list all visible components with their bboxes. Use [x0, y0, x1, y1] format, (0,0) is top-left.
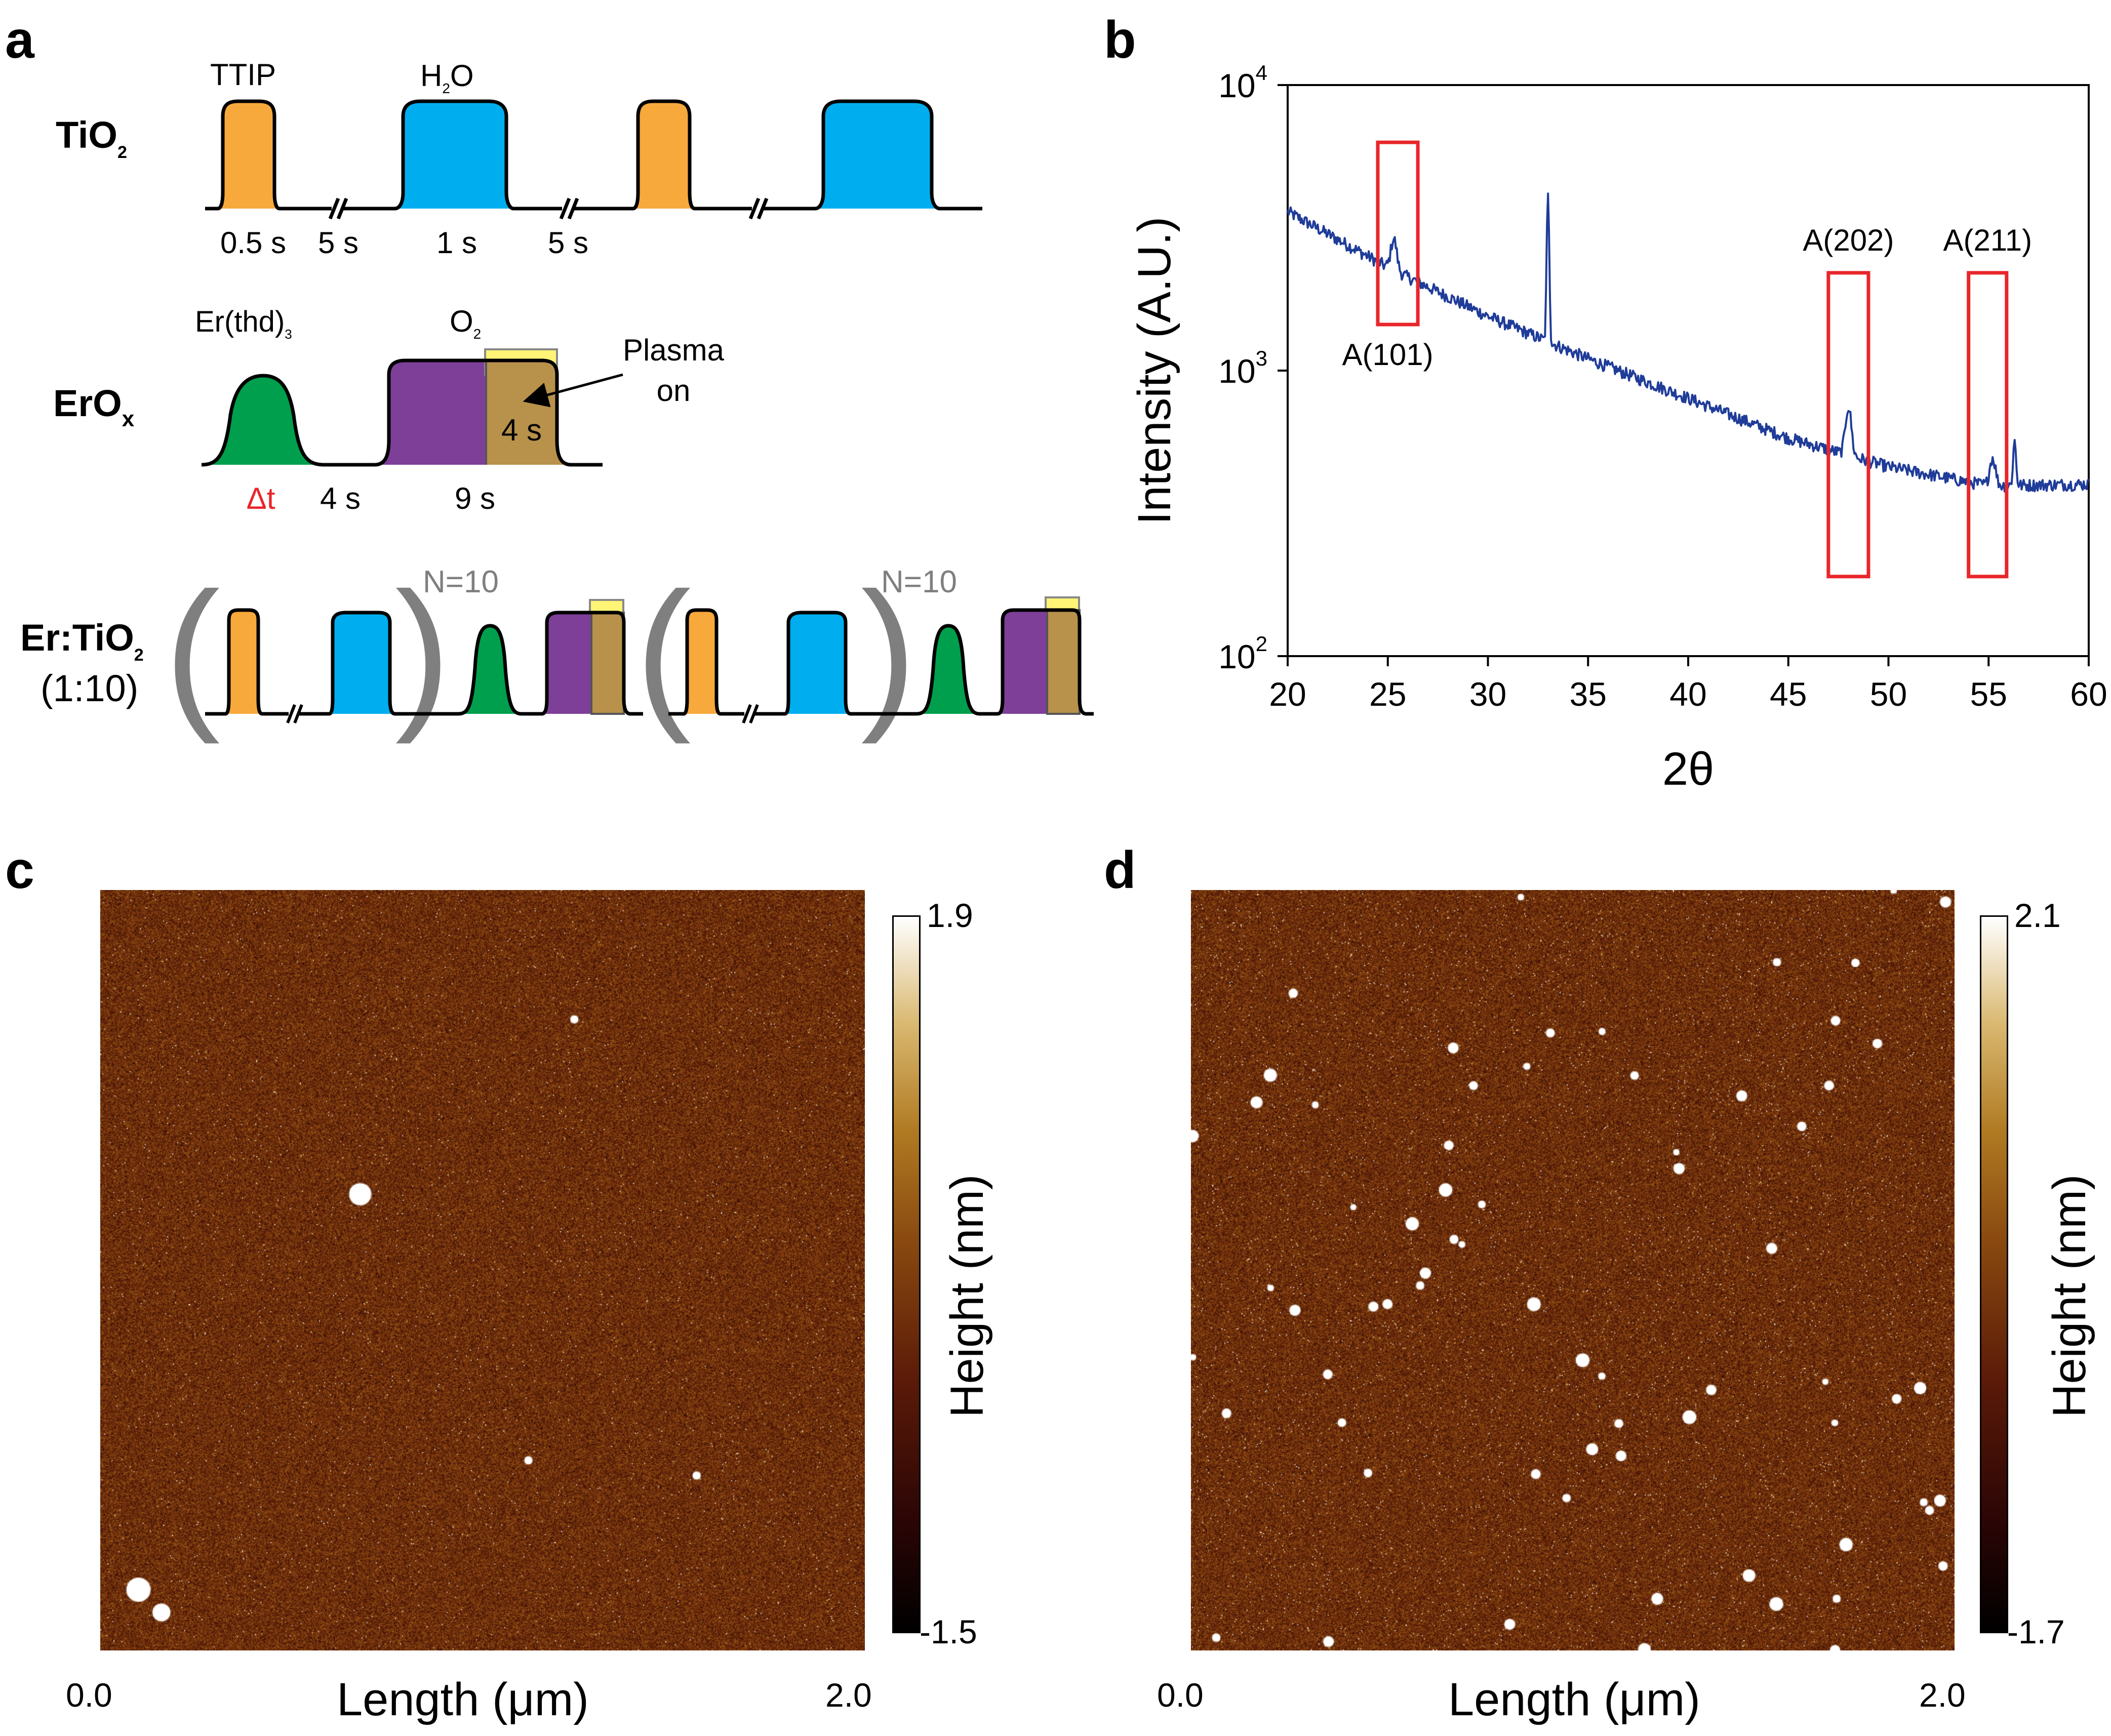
tio2-row-label: TiO2: [56, 114, 127, 162]
y-axis-title: Intensity (A.U.): [1129, 217, 1180, 524]
colorbar-c-max: 1.9: [927, 897, 973, 934]
peak-box-0: [1376, 140, 1420, 327]
panel-label-d: d: [1104, 841, 1136, 900]
o2-label: O2: [450, 304, 481, 342]
afm-c-x-title: Length (μm): [337, 1674, 589, 1725]
afm-d-x-title: Length (μm): [1448, 1674, 1700, 1725]
x-tick-label-4: 40: [1669, 675, 1706, 713]
peak-label-2: A(211): [1943, 223, 2032, 257]
colorbar-d-min: -1.7: [2007, 1613, 2065, 1650]
afm-d-x-max: 2.0: [1919, 1676, 1966, 1714]
erthd-label: Er(thd)3: [195, 305, 292, 342]
colorbar-c-min: -1.5: [920, 1613, 977, 1650]
x-tick-label-1: 25: [1369, 675, 1406, 713]
panel-label-a: a: [5, 11, 34, 69]
x-tick-label-3: 35: [1570, 675, 1607, 713]
colorbar-d-max: 2.1: [2014, 897, 2061, 934]
colorbar-c-title: Height (nm): [941, 1174, 993, 1418]
paren-open-2: (: [635, 557, 691, 745]
n10-label-2: N=10: [881, 564, 957, 599]
plasma-label-2: on: [657, 374, 691, 408]
er-pulse: [202, 376, 324, 465]
y-tick-label-1: 103: [1218, 346, 1267, 390]
xrd-chart: 20 25 30 35 40 45 50 55 60 102 103 104 A(101) A(202)…: [1129, 61, 2107, 795]
afm-d-x-min: 0.0: [1157, 1676, 1204, 1714]
afm-c-x-max: 2.0: [825, 1676, 872, 1714]
x-tick-label-2: 30: [1469, 675, 1506, 713]
erox-row-label: ErOx: [53, 382, 135, 431]
panel-label-c: c: [5, 841, 34, 900]
y-tick-label-2: 104: [1218, 61, 1267, 104]
h2o-pulse-1: [395, 101, 513, 209]
pulse-sequence-diagram: TiO2 TTIP H2O 0.5 s 5 s 1 s 5 s ErOx Er(…: [20, 58, 1094, 745]
erox-time-9s: 9 s: [455, 481, 495, 515]
afm-c-x-min: 0.0: [66, 1676, 112, 1714]
delta-t-label: Δt: [247, 481, 275, 515]
ertio2-sequence-1: [205, 599, 643, 724]
break-marks: [328, 197, 769, 220]
h2o-label: H2O: [420, 59, 474, 96]
ttip-pulse-1: [218, 101, 280, 209]
ttip-label: TTIP: [210, 58, 276, 92]
plasma-time-label: 4 s: [501, 413, 542, 447]
erox-waveform: [201, 358, 603, 467]
colorbar-c: [892, 915, 921, 1633]
tio2-time-1: 5 s: [318, 226, 359, 260]
peak-label-1: A(202): [1803, 223, 1894, 257]
tio2-waveform: [205, 99, 982, 211]
afm-image-c: [100, 890, 865, 1650]
plasma-arrow: [523, 373, 623, 408]
tio2-time-0: 0.5 s: [220, 226, 286, 260]
tio2-time-3: 5 s: [548, 226, 588, 260]
peak-box-1: [1826, 271, 1870, 579]
x-tick-label-8: 60: [2070, 675, 2107, 713]
xrd-series-line: [1287, 192, 2090, 493]
tio2-pulses: [205, 99, 982, 220]
x-tick-label-6: 50: [1870, 675, 1907, 713]
tio2-time-2: 1 s: [436, 226, 477, 260]
x-tick-label-5: 45: [1770, 675, 1807, 713]
ertio2-row-label: Er:TiO2: [20, 617, 144, 665]
ertio2-sequence-2: [668, 596, 1094, 724]
panel-label-b: b: [1104, 11, 1136, 69]
ratio-label: (1:10): [41, 667, 138, 709]
n10-label-1: N=10: [423, 564, 499, 599]
x-axis-title: 2θ: [1662, 743, 1714, 795]
colorbar-d-title: Height (nm): [2044, 1174, 2095, 1418]
colorbar-d: [1980, 915, 2008, 1633]
x-tick-label-0: 20: [1269, 675, 1306, 713]
erox-time-4s: 4 s: [320, 481, 361, 515]
peak-label-0: A(101): [1342, 338, 1433, 372]
paren-open-1: (: [165, 557, 220, 745]
o2-pulse: [375, 360, 486, 465]
peak-box-2: [1967, 271, 2009, 579]
plasma-label-1: Plasma: [623, 333, 725, 367]
ttip-pulse-2: [633, 101, 695, 209]
afm-image-d: [1191, 890, 1955, 1650]
h2o-pulse-2: [815, 101, 940, 209]
y-tick-label-0: 102: [1218, 632, 1267, 675]
x-tick-label-7: 55: [1970, 675, 2007, 713]
